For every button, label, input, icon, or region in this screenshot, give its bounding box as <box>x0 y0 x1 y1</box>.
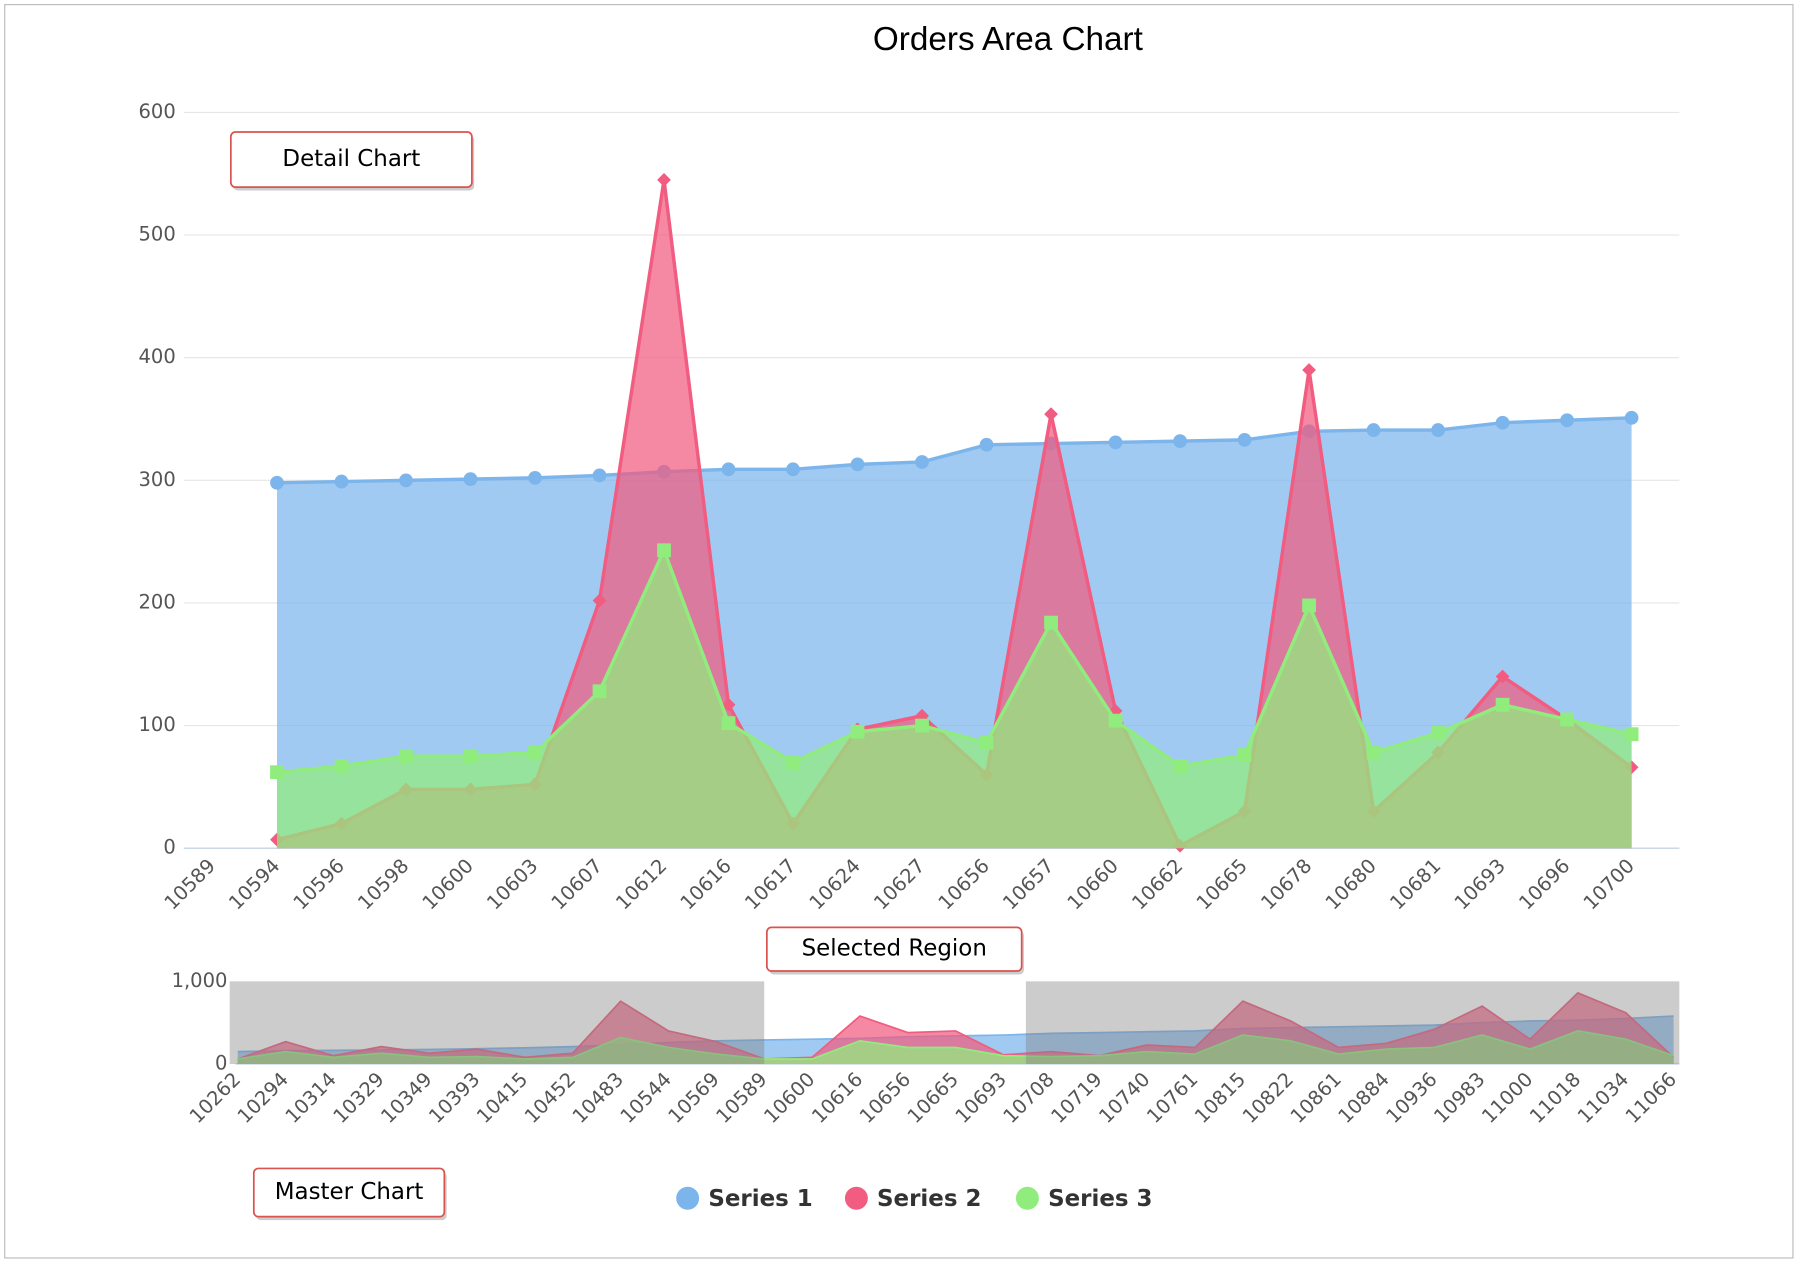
marker <box>334 759 349 773</box>
marker <box>1560 413 1574 428</box>
area <box>237 992 1674 1064</box>
marker <box>1237 748 1252 762</box>
marker <box>850 457 865 472</box>
marker <box>1431 726 1445 740</box>
marker <box>1495 697 1510 712</box>
chart-title: Orders Area Chart <box>873 21 1143 58</box>
marker <box>528 471 542 485</box>
annotation: Selected Region <box>802 936 987 962</box>
marker <box>1173 434 1187 448</box>
marker <box>1302 363 1316 377</box>
y-tick-label: 300 <box>139 468 176 491</box>
marker <box>592 468 607 483</box>
marker <box>1044 615 1058 630</box>
y-tick-label: 100 <box>139 713 176 736</box>
unselected-region <box>1025 981 1680 1064</box>
marker <box>1431 423 1445 437</box>
line <box>276 545 1632 774</box>
legend-marker <box>1015 1186 1039 1210</box>
marker <box>786 755 800 770</box>
marker <box>915 718 929 733</box>
y-tick-label: 400 <box>139 345 176 368</box>
marker <box>1366 423 1381 437</box>
line <box>276 416 1632 485</box>
marker <box>1560 712 1574 727</box>
marker <box>721 697 736 712</box>
marker <box>1624 410 1639 425</box>
marker <box>657 543 671 558</box>
marker <box>915 455 929 469</box>
marker <box>592 593 607 608</box>
y-tick-label: 500 <box>139 223 176 246</box>
annotation-box <box>765 926 1023 972</box>
annotation: Master Chart <box>275 1179 424 1205</box>
marker <box>1237 432 1252 447</box>
marker <box>1173 759 1187 773</box>
marker <box>463 472 478 487</box>
marker <box>270 475 284 490</box>
line <box>237 991 1675 1060</box>
marker <box>334 474 349 489</box>
marker <box>721 716 736 731</box>
marker <box>270 765 284 780</box>
y-tick-label: 600 <box>139 100 176 123</box>
y-tick-label: 0 <box>215 1051 227 1074</box>
marker <box>399 473 413 488</box>
annotation-box <box>252 1167 446 1218</box>
legend-marker <box>676 1186 700 1210</box>
marker <box>786 462 800 477</box>
legend-label: Series 1 <box>708 1186 812 1212</box>
marker <box>721 462 736 477</box>
marker <box>463 749 478 764</box>
line <box>237 1030 1674 1060</box>
marker <box>1495 669 1510 684</box>
marker <box>850 724 865 739</box>
marker <box>528 745 542 760</box>
marker <box>979 735 994 750</box>
legend-label: Series 2 <box>877 1186 981 1212</box>
marker <box>979 437 994 452</box>
marker <box>399 749 413 764</box>
legend-label: Series 3 <box>1048 1186 1152 1212</box>
marker <box>592 684 607 699</box>
annotation: Detail Chart <box>282 146 420 172</box>
marker <box>1302 598 1316 613</box>
y-tick-label: 200 <box>139 590 176 613</box>
y-tick-label: 1,000 <box>172 969 228 992</box>
y-tick-label: 0 <box>163 836 175 859</box>
annotation-box <box>229 131 473 188</box>
area <box>276 550 1632 849</box>
unselected-region <box>229 981 765 1064</box>
marker <box>1495 415 1510 430</box>
marker <box>1366 745 1381 760</box>
legend-marker <box>844 1186 868 1210</box>
marker <box>1108 713 1123 728</box>
marker <box>1624 727 1639 742</box>
marker <box>1108 435 1123 450</box>
